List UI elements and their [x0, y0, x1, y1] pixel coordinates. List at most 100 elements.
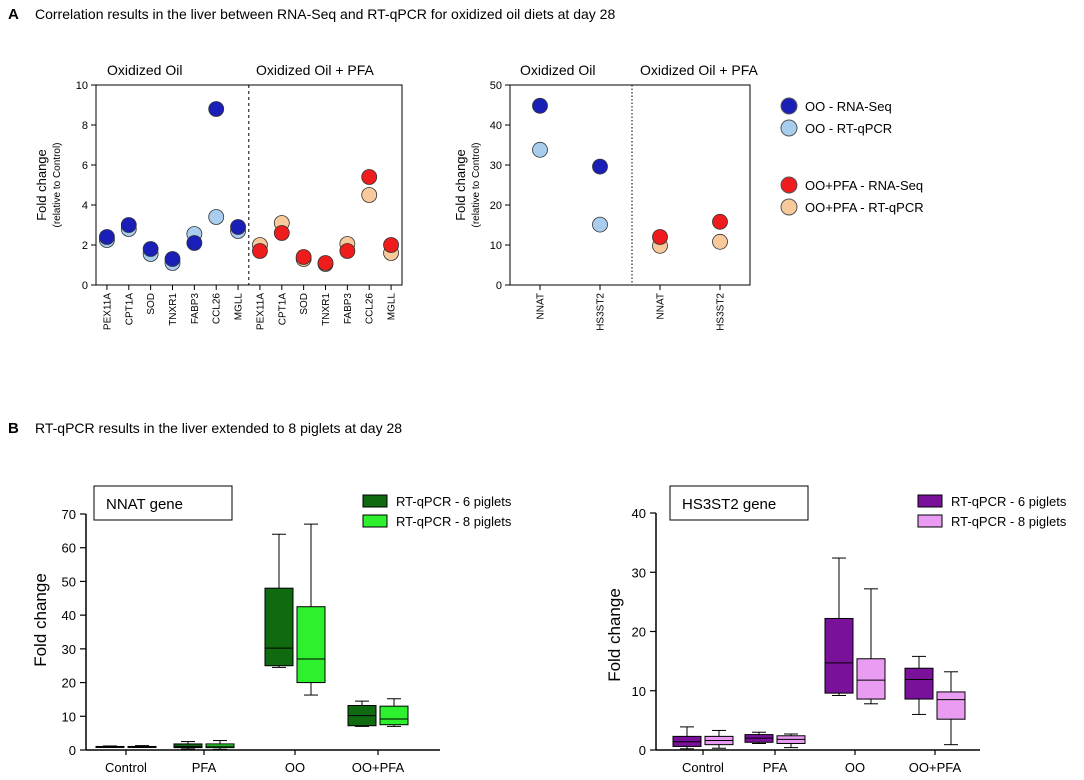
panel-b-letter: B [8, 420, 19, 437]
a1-ytick-label-10: 10 [76, 80, 88, 92]
b2-ytick-label-40: 40 [632, 506, 646, 521]
b1-ytick-label-0: 0 [69, 743, 76, 758]
legend-a-label-oo-rtqpcr: OO - RT-qPCR [805, 121, 892, 136]
a2-point-oo-rna-seq-hs3st2-1 [592, 158, 608, 175]
a1-point-oo-pfa-rna-seq-pex11a-7 [252, 243, 268, 259]
a2-point-oo-pfa-rna-seq-nnat-2 [652, 229, 668, 245]
b1-ytick-label-30: 30 [62, 642, 76, 657]
b2-xtick-label-oo-pfa: OO+PFA [909, 760, 962, 775]
b1-legend-label-6: RT-qPCR - 6 piglets [396, 494, 512, 509]
b1-ytick-label-20: 20 [62, 676, 76, 691]
b2-legend-label-6: RT-qPCR - 6 piglets [951, 494, 1067, 509]
a1-point-oo-pfa-rna-seq-sod-9 [295, 249, 312, 265]
a1-point-oo-rna-seq-mgll-6 [230, 219, 246, 235]
chart-b1: NNAT gene Fold change 0 10 20 30 40 50 60 70 Co… [31, 485, 512, 775]
a1-point-oo-pfa-rna-seq-tnxr1-10 [317, 255, 334, 271]
a1-xtick-label-pex11a: PEX11A [102, 293, 113, 330]
a2-group-label-oo-pfa: Oxidized Oil + PFA [640, 62, 759, 78]
a2-ytick-label-50: 50 [490, 80, 502, 92]
a1-xtick-label-fabp3: FABP3 [343, 293, 354, 325]
panel-a-title: Correlation results in the liver between… [35, 6, 615, 22]
b2-rt-qpcr-8-piglets-oo-box [856, 658, 886, 700]
b1-ytick-label-10: 10 [62, 709, 76, 724]
b2-rt-qpcr-6-piglets-oo-pfa-box [904, 667, 934, 700]
a2-group-label-oo: Oxidized Oil [520, 62, 595, 78]
a2-point-oo-pfa-rna-seq-hs3st2-3 [712, 213, 728, 230]
panel-b-title: RT-qPCR results in the liver extended to… [35, 420, 402, 436]
a1-point-oo-rna-seq-ccl26-5 [208, 101, 225, 117]
a1-ytick-label-8: 8 [82, 120, 88, 132]
a2-point-oo-pfa-rt-qpcr-hs3st2-3 [712, 233, 728, 250]
b1-x-axis: Control PFA OO OO+PFA [105, 750, 405, 775]
legend-a-marker-oopfa-rnaseq [780, 176, 798, 194]
a1-point-oo-pfa-rna-seq-cpt1a-8 [273, 225, 290, 241]
a2-ylabel: Fold change [453, 149, 468, 221]
a1-ytick-label-4: 4 [82, 200, 88, 212]
b2-legend-swatch-6 [917, 494, 943, 508]
a1-xtick-label-ccl26: CCL26 [365, 293, 376, 325]
a2-ytick-label-20: 20 [490, 200, 502, 212]
a1-ylabel: Fold change [34, 149, 49, 221]
a1-point-oo-rna-seq-fabp3-4 [186, 235, 203, 251]
a1-xtick-label-mgll: MGLL [234, 293, 245, 321]
b2-boxes [672, 557, 966, 750]
b2-title: HS3ST2 gene [682, 496, 776, 513]
b1-rt-qpcr-6-piglets-oo-box [264, 587, 294, 667]
legend-a-marker-oopfa-rtqpcr [780, 198, 798, 216]
a2-point-oo-rna-seq-nnat-0 [532, 97, 548, 114]
b2-ylabel: Fold change [605, 588, 624, 682]
b2-rt-qpcr-6-piglets-oo-box [824, 617, 854, 694]
a1-point-oo-rna-seq-cpt1a-1 [120, 217, 137, 233]
b1-ytick-label-50: 50 [62, 574, 76, 589]
a2-point-oo-rt-qpcr-hs3st2-1 [592, 216, 608, 233]
b2-ytick-label-0: 0 [639, 743, 646, 758]
a1-ytick-label-2: 2 [82, 240, 88, 252]
a1-y-axis: 0 2 4 6 8 10 [76, 80, 96, 292]
a1-xtick-label-mgll: MGLL [387, 293, 398, 321]
b2-x-axis: Control PFA OO OO+PFA [682, 750, 962, 775]
legend-a-label-oopfa-rtqpcr: OO+PFA - RT-qPCR [805, 200, 924, 215]
b2-rt-qpcr-8-piglets-oo-pfa-box [936, 691, 966, 720]
a1-point-oo-pfa-rna-seq-mgll-13 [383, 237, 399, 253]
a1-point-oo-rna-seq-tnxr1-3 [164, 251, 181, 267]
b1-xtick-label-control: Control [105, 760, 147, 775]
b1-rt-qpcr-8-piglets-pfa-box [205, 743, 235, 749]
b1-legend-label-8: RT-qPCR - 8 piglets [396, 514, 512, 529]
legend-a-label-oo-rnaseq: OO - RNA-Seq [805, 99, 892, 114]
b1-xtick-label-pfa: PFA [192, 760, 217, 775]
a1-group-label-oo-pfa: Oxidized Oil + PFA [256, 62, 375, 78]
a2-ytick-label-10: 10 [490, 240, 502, 252]
chart-a1: Oxidized Oil Oxidized Oil + PFA Fold cha… [34, 62, 403, 330]
b1-xtick-label-oo: OO [285, 760, 305, 775]
b2-ytick-label-10: 10 [632, 684, 646, 699]
a2-ytick-label-40: 40 [490, 120, 502, 132]
b1-ytick-label-40: 40 [62, 608, 76, 623]
legend-a-marker-oo-rnaseq [780, 97, 798, 115]
legend-a-marker-oo-rtqpcr [780, 119, 798, 137]
a1-point-oo-pfa-rna-seq-fabp3-11 [339, 243, 356, 259]
b1-ytick-label-70: 70 [62, 507, 76, 522]
b2-xtick-label-oo: OO [845, 760, 865, 775]
b2-legend-label-8: RT-qPCR - 8 piglets [951, 514, 1067, 529]
b1-ytick-label-60: 60 [62, 541, 76, 556]
legend-a-label-oopfa-rnaseq: OO+PFA - RNA-Seq [805, 178, 923, 193]
a1-xtick-label-sod: SOD [299, 293, 310, 315]
a1-xtick-label-cpt1a: CPT1A [124, 293, 135, 326]
b2-legend-swatch-8 [917, 514, 943, 528]
a1-ylabel-sub: (relative to Control) [52, 142, 63, 227]
a2-points [532, 97, 728, 254]
a2-y-axis: 0 10 20 30 40 50 [490, 80, 510, 292]
b1-legend-swatch-8 [362, 514, 388, 528]
a1-ytick-label-6: 6 [82, 160, 88, 172]
a2-ylabel-sub: (relative to Control) [471, 142, 482, 227]
a1-xtick-label-tnxr1: TNXR1 [168, 293, 179, 326]
b2-y-axis: 0 10 20 30 40 [632, 506, 656, 758]
b1-ylabel: Fold change [31, 573, 50, 667]
a1-xtick-label-sod: SOD [146, 293, 157, 315]
b2-ytick-label-30: 30 [632, 565, 646, 580]
a1-xtick-label-pex11a: PEX11A [255, 293, 266, 330]
chart-a2: Oxidized Oil Oxidized Oil + PFA Fold cha… [453, 62, 759, 331]
a2-frame [509, 84, 751, 286]
b1-legend-swatch-6 [362, 494, 388, 508]
a1-point-oo-rna-seq-pex11a-0 [99, 229, 115, 245]
